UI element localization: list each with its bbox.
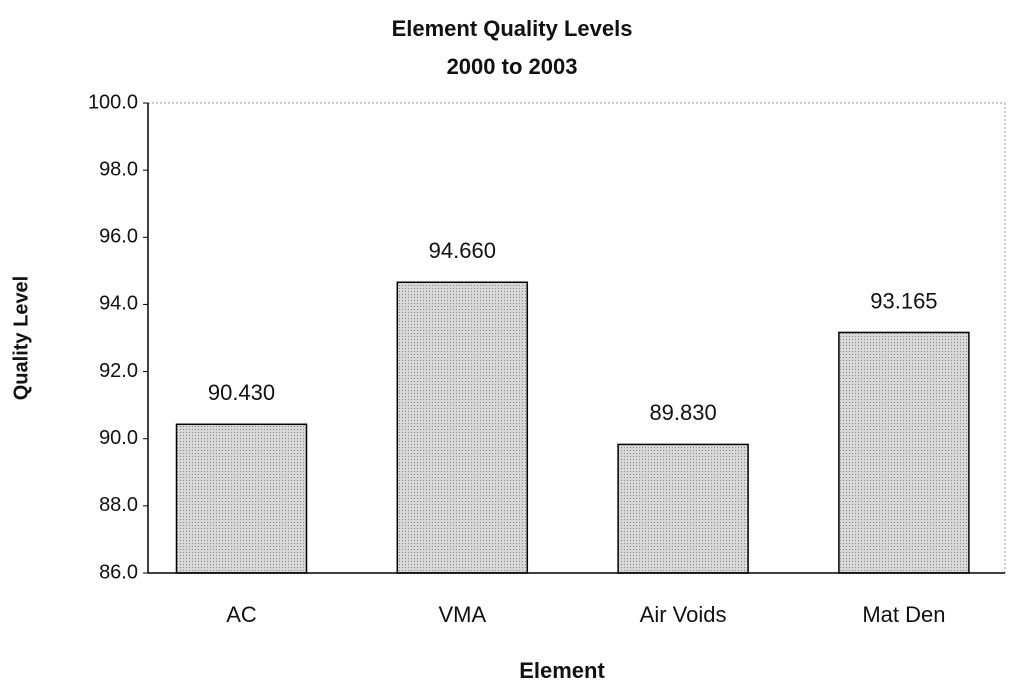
y-axis-label: Quality Level — [10, 276, 32, 401]
y-tick-label: 92.0 — [99, 360, 138, 382]
value-label: 90.430 — [208, 380, 275, 405]
y-tick-label: 90.0 — [99, 427, 138, 449]
value-label: 93.165 — [870, 288, 937, 313]
y-tick-label: 98.0 — [99, 158, 138, 180]
bar — [396, 281, 529, 574]
x-tick-label: Air Voids — [640, 602, 727, 627]
chart-title: Element Quality Levels — [392, 16, 633, 41]
x-tick-label: VMA — [438, 602, 486, 627]
y-tick-label: 88.0 — [99, 494, 138, 516]
x-tick-label: AC — [226, 602, 257, 627]
chart-subtitle: 2000 to 2003 — [447, 54, 578, 79]
bar — [617, 443, 749, 574]
y-tick-label: 86.0 — [99, 561, 138, 583]
x-tick-label: Mat Den — [862, 602, 945, 627]
value-label: 94.660 — [429, 238, 496, 263]
bar — [175, 423, 308, 574]
y-tick-label: 96.0 — [99, 226, 138, 248]
x-axis-label: Element — [519, 658, 605, 683]
bar — [838, 331, 970, 574]
value-label: 89.830 — [649, 400, 716, 425]
y-tick-label: 100.0 — [88, 91, 138, 113]
y-tick-label: 94.0 — [99, 293, 138, 315]
